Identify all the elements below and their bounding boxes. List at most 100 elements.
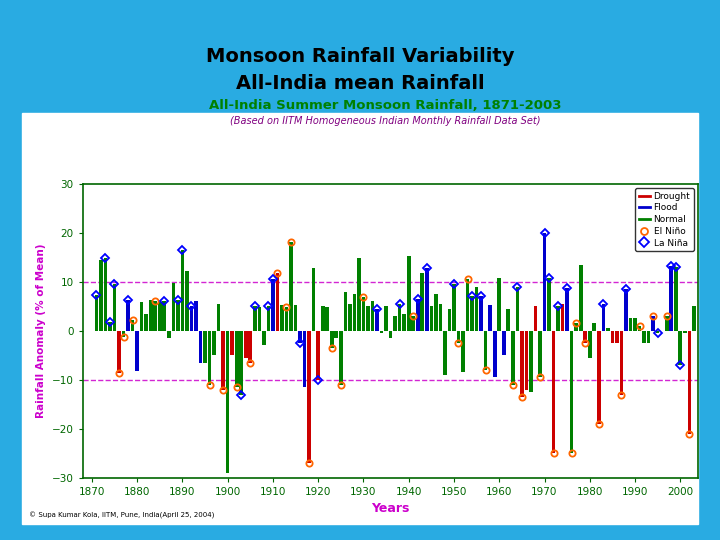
Bar [149,300,153,330]
Bar [588,330,592,357]
Bar [498,278,501,330]
Bar [379,330,383,333]
Bar [235,330,238,387]
Bar [131,320,135,330]
Bar [375,309,379,330]
Bar [565,288,569,330]
Bar [466,279,469,330]
Bar [583,330,587,343]
Bar [312,268,315,330]
Bar [606,328,610,330]
Bar [294,305,297,330]
Bar [670,266,673,330]
Bar [480,296,483,330]
Bar [438,304,442,330]
Bar [411,316,415,330]
Bar [221,330,225,390]
Bar [321,306,325,330]
Bar [629,319,632,330]
Text: (Based on IITM Homogeneous Indian Monthly Rainfall Data Set): (Based on IITM Homogeneous Indian Monthl… [230,117,541,126]
Bar [361,298,365,330]
Bar [462,330,465,373]
Bar [601,304,605,330]
Bar [633,319,636,330]
Bar [502,330,505,355]
Bar [266,306,270,330]
Bar [642,330,646,343]
Bar [199,330,202,363]
Bar [144,314,148,330]
Bar [520,330,523,397]
Bar [674,267,678,330]
Bar [158,302,161,330]
Bar [212,330,216,355]
Bar [430,306,433,330]
Bar [543,233,546,330]
Bar [135,330,139,372]
Bar [122,330,125,336]
Bar [240,330,243,395]
Bar [208,330,212,384]
Bar [384,306,388,330]
Bar [181,250,184,330]
Bar [529,330,533,392]
Bar [316,330,320,380]
Bar [303,330,307,387]
Bar [692,306,696,330]
Bar [525,330,528,390]
Bar [348,304,351,330]
Bar [366,306,370,330]
X-axis label: Years: Years [372,503,410,516]
Bar [126,300,130,330]
Bar [325,307,329,330]
Bar [557,306,560,330]
Bar [511,330,515,384]
Bar [217,304,220,330]
Bar [194,301,198,330]
Bar [117,330,121,373]
Bar [335,330,338,338]
Bar [153,301,157,330]
Bar [570,330,573,454]
Bar [547,278,551,330]
Bar [647,330,650,343]
Bar [624,289,628,330]
Legend: Drought, Flood, Normal, El Niño, La Niña: Drought, Flood, Normal, El Niño, La Niña [636,188,694,251]
Bar [94,295,98,330]
Bar [280,305,284,330]
Bar [230,330,234,355]
Bar [167,330,171,338]
Bar [289,242,293,330]
Bar [456,330,460,343]
Bar [402,314,406,330]
Bar [163,301,166,330]
Bar [452,284,456,330]
Bar [307,330,311,463]
Bar [353,294,356,330]
Bar [262,330,266,346]
Bar [620,330,624,395]
Y-axis label: Rainfall Anomaly (% of Mean): Rainfall Anomaly (% of Mean) [36,244,46,418]
Bar [416,299,420,330]
Bar [638,326,642,330]
Bar [488,305,492,330]
Bar [474,287,478,330]
Bar [248,330,252,363]
Bar [538,330,541,377]
Bar [615,330,618,343]
Bar [611,330,614,343]
Bar [425,268,428,330]
Bar [271,279,275,330]
Bar [448,309,451,330]
Bar [593,323,596,330]
Bar [420,273,424,330]
Bar [171,282,175,330]
Bar [244,330,248,357]
Text: All-India Summer Monsoon Rainfall, 1871-2003: All-India Summer Monsoon Rainfall, 1871-… [209,99,562,112]
Bar [665,316,669,330]
Bar [343,293,347,330]
Bar [140,302,143,330]
Bar [561,304,564,330]
Bar [108,322,112,330]
Bar [597,330,600,424]
